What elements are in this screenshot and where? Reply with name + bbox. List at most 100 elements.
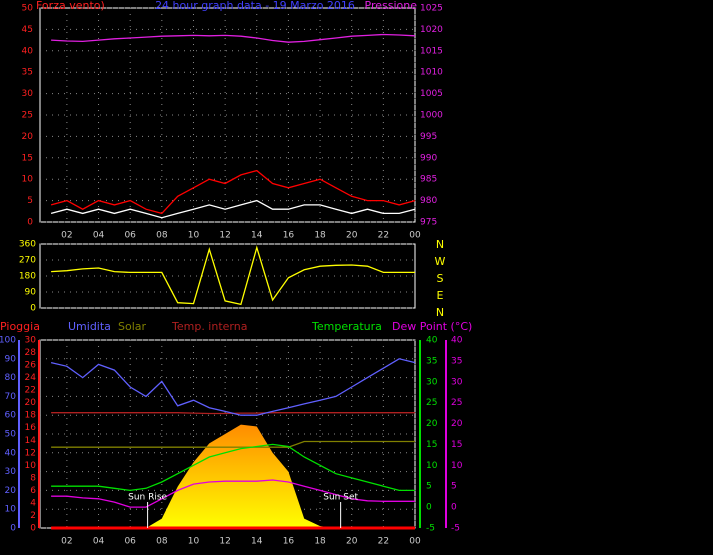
y-tick-label: 180	[19, 272, 36, 282]
y-tick-label: 0	[451, 503, 457, 513]
y-tick-label: 1020	[420, 25, 443, 35]
y-tick-label: 35	[22, 68, 33, 78]
y-tick-label: 14	[25, 436, 37, 446]
y-tick-label: 35	[451, 356, 462, 366]
y-tick-label: 5	[27, 196, 33, 206]
y-tick-label: 90	[25, 288, 37, 298]
series-line	[50, 358, 416, 416]
y-tick-label: 28	[25, 348, 37, 358]
y-tick-label: 270	[19, 256, 36, 266]
series-line	[51, 245, 415, 306]
y-tick-label: 10	[451, 461, 463, 471]
compass-label: E	[437, 289, 444, 302]
y-tick-label: 25	[451, 398, 462, 408]
header-label: Forza vento)	[36, 0, 105, 12]
x-tick-label: 16	[283, 231, 295, 241]
x-tick-label: 18	[314, 537, 326, 547]
y-tick-label: 0	[27, 218, 33, 228]
annotation-label: Sun Set	[323, 493, 358, 503]
x-tick-label: 16	[283, 537, 295, 547]
y-tick-label: 985	[420, 175, 437, 185]
y-tick-label: 20	[5, 486, 17, 496]
y-tick-label: 20	[426, 419, 438, 429]
y-tick-label: 995	[420, 132, 437, 142]
series-line	[50, 199, 416, 219]
y-tick-label: 12	[25, 448, 36, 458]
y-tick-label: 35	[426, 356, 437, 366]
compass-label: S	[437, 272, 444, 285]
y-tick-label: 15	[426, 440, 437, 450]
legend-label: Solar	[118, 320, 147, 333]
y-tick-label: 25	[426, 398, 437, 408]
x-tick-label: 02	[61, 231, 72, 241]
header-label: Temperatura	[311, 320, 382, 333]
y-tick-label: 60	[5, 411, 17, 421]
y-tick-label: 5	[451, 482, 457, 492]
y-tick-label: 15	[22, 153, 33, 163]
y-tick-label: 30	[25, 336, 37, 346]
y-tick-label: 0	[426, 503, 432, 513]
y-tick-label: 1010	[420, 68, 443, 78]
y-tick-label: 975	[420, 218, 437, 228]
y-tick-label: 990	[420, 153, 437, 163]
y-tick-label: 10	[22, 175, 34, 185]
y-tick-label: 1005	[420, 89, 443, 99]
y-tick-label: 22	[25, 386, 36, 396]
x-tick-label: 08	[156, 537, 168, 547]
x-tick-label: 12	[219, 537, 230, 547]
x-tick-label: 00	[409, 537, 421, 547]
y-tick-label: 24	[25, 373, 37, 383]
x-tick-label: 06	[124, 231, 136, 241]
y-tick-label: 980	[420, 196, 437, 206]
y-tick-label: 1000	[420, 111, 443, 121]
y-tick-label: 50	[22, 4, 34, 14]
x-tick-label: 22	[378, 537, 389, 547]
y-tick-label: 0	[30, 304, 36, 314]
x-tick-label: 02	[61, 537, 72, 547]
y-tick-label: -5	[426, 524, 435, 534]
y-tick-label: -5	[451, 524, 460, 534]
x-tick-label: 14	[251, 231, 263, 241]
header-label: Umidita	[68, 320, 111, 333]
y-tick-label: 40	[5, 448, 17, 458]
y-tick-label: 40	[426, 336, 438, 346]
x-tick-label: 20	[346, 537, 358, 547]
x-tick-label: 20	[346, 231, 358, 241]
solar-area	[51, 424, 415, 528]
y-tick-label: 40	[22, 46, 34, 56]
x-tick-label: 04	[93, 537, 105, 547]
header-label: Pressione	[365, 0, 418, 12]
header-label: 24 hour graph data - 19 Marzo 2016	[155, 0, 355, 12]
y-tick-label: 20	[451, 419, 463, 429]
y-tick-label: 100	[0, 336, 16, 346]
legend-label: Temp. interna	[171, 320, 247, 333]
y-tick-label: 10	[426, 461, 438, 471]
y-tick-label: 8	[30, 473, 36, 483]
x-tick-label: 10	[188, 231, 200, 241]
y-tick-label: 20	[25, 398, 37, 408]
y-tick-label: 25	[22, 111, 33, 121]
y-tick-label: 6	[30, 486, 36, 496]
series-line	[50, 169, 416, 215]
y-tick-label: 5	[426, 482, 432, 492]
annotation-label: Sun Rise	[128, 493, 167, 503]
series-line	[51, 479, 415, 508]
y-tick-label: 30	[451, 377, 463, 387]
y-tick-label: 10	[25, 461, 37, 471]
y-tick-label: 1025	[420, 4, 443, 14]
x-tick-label: 08	[156, 231, 168, 241]
y-tick-label: 4	[30, 498, 36, 508]
compass-label: N	[436, 238, 444, 251]
y-tick-label: 30	[22, 89, 34, 99]
y-tick-label: 40	[451, 336, 463, 346]
series-line	[51, 443, 415, 492]
series-line	[51, 440, 415, 448]
y-tick-label: 30	[426, 377, 438, 387]
y-tick-label: 45	[22, 25, 33, 35]
y-tick-label: 16	[25, 423, 37, 433]
compass-label: N	[436, 306, 444, 319]
header-label: Dew Point (°C)	[392, 320, 472, 333]
y-tick-label: 30	[5, 467, 17, 477]
y-tick-label: 10	[5, 505, 17, 515]
